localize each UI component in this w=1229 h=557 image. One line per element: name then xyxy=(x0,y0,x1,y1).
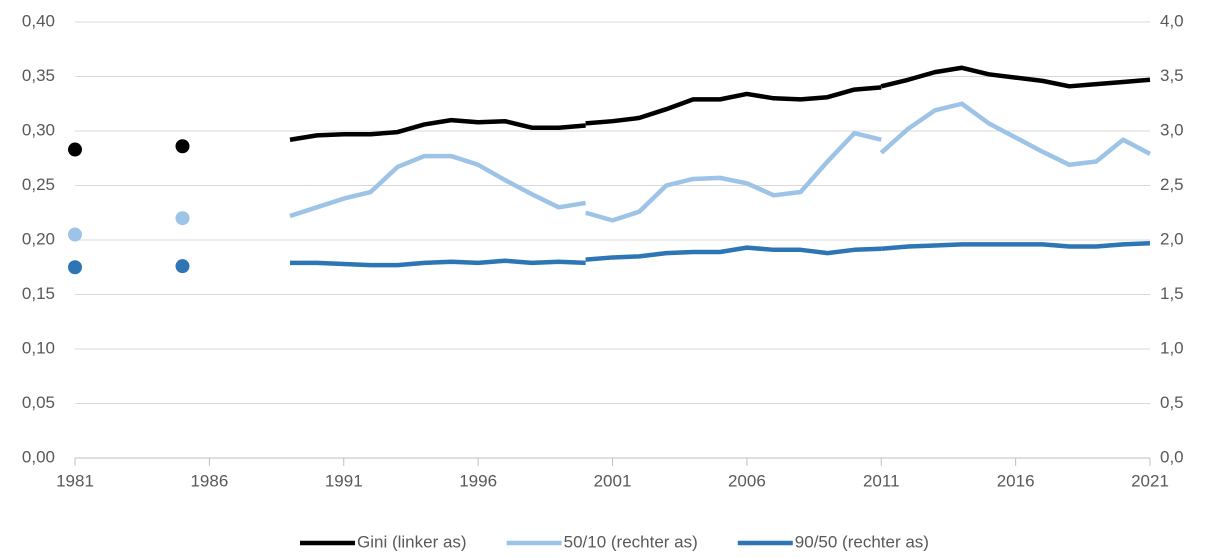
y2-tick-label: 4,0 xyxy=(1160,11,1184,30)
series-line xyxy=(880,65,1151,89)
series-line xyxy=(290,258,586,268)
y2-tick-label: 0,5 xyxy=(1160,393,1184,412)
y-tick-label: 0,30 xyxy=(22,120,55,139)
y-tick-label: 0,00 xyxy=(22,447,55,466)
x-tick-label: 2021 xyxy=(1131,471,1169,490)
x-tick-label: 2011 xyxy=(863,471,900,490)
x-tick-label: 2016 xyxy=(997,471,1035,490)
y2-tick-label: 1,5 xyxy=(1160,284,1184,303)
x-tick-label: 1981 xyxy=(56,471,94,490)
legend-label: 50/10 (rechter as) xyxy=(564,532,698,551)
y2-tick-label: 0,0 xyxy=(1160,447,1184,466)
y-tick-label: 0,05 xyxy=(22,393,55,412)
x-tick-label: 2006 xyxy=(728,471,766,490)
y-tick-label: 0,15 xyxy=(22,284,55,303)
legend-label: 90/50 (rechter as) xyxy=(795,532,929,551)
y-tick-label: 0,20 xyxy=(22,229,55,248)
series-line xyxy=(585,245,882,262)
series-line xyxy=(881,241,1151,251)
x-tick-label: 1991 xyxy=(325,471,363,490)
y2-tick-label: 3,5 xyxy=(1160,66,1184,85)
y2-tick-label: 1,0 xyxy=(1160,338,1184,357)
point xyxy=(68,142,82,157)
point xyxy=(175,139,190,154)
point xyxy=(175,211,190,226)
series-line xyxy=(879,101,1152,168)
y-tick-label: 0,40 xyxy=(22,11,55,30)
x-tick-label: 1996 xyxy=(459,471,497,490)
point xyxy=(175,259,190,274)
y-tick-label: 0,35 xyxy=(22,66,55,85)
y2-tick-label: 3,0 xyxy=(1160,120,1184,139)
y-tick-label: 0,25 xyxy=(22,175,55,194)
point xyxy=(68,227,82,242)
y-tick-label: 0,10 xyxy=(22,338,55,357)
x-tick-label: 1986 xyxy=(190,471,228,490)
point xyxy=(68,260,82,275)
legend-label: Gini (linker as) xyxy=(357,532,467,551)
series-line xyxy=(289,117,586,142)
y2-tick-label: 2,5 xyxy=(1160,175,1184,194)
x-tick-label: 2001 xyxy=(594,471,632,490)
series-line xyxy=(585,130,882,223)
series-line xyxy=(289,153,586,219)
series-line xyxy=(585,85,882,126)
y2-tick-label: 2,0 xyxy=(1160,229,1184,248)
